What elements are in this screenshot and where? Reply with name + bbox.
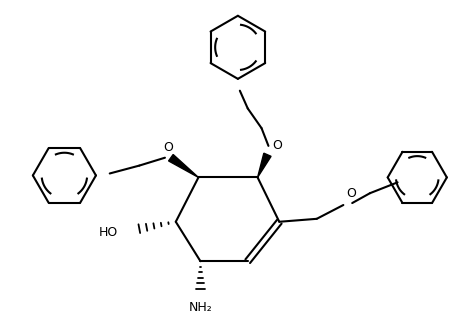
Text: HO: HO: [98, 226, 118, 239]
Text: O: O: [346, 187, 356, 200]
Text: NH₂: NH₂: [189, 301, 213, 313]
Polygon shape: [257, 153, 271, 177]
Text: O: O: [272, 139, 282, 152]
Polygon shape: [168, 155, 198, 177]
Text: O: O: [163, 141, 173, 154]
